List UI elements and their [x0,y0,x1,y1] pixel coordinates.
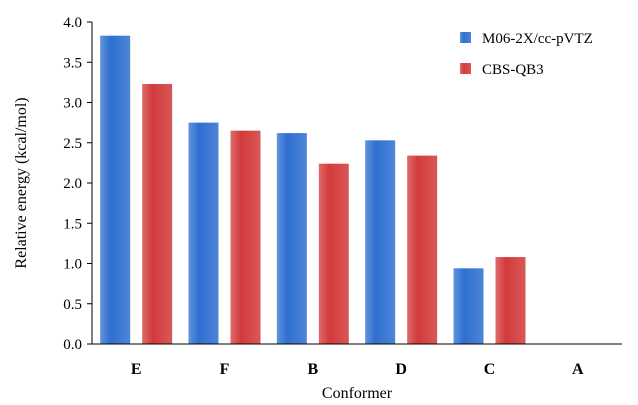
x-tick-label-e: E [131,361,142,378]
bar-cbs-qb3-f [230,130,261,344]
bar-cbs-qb3-c [495,257,526,344]
bar-cbs-qb3-e [142,83,173,345]
y-tick-label: 1.0 [63,257,82,273]
y-axis-ticks: 0.0 0.5 1.0 1.5 2.0 2.5 3.0 3.5 4.0 [63,15,92,353]
x-tick-label-c: C [484,361,496,378]
y-tick-label: 4.0 [63,15,82,31]
bar-cbs-qb3-d [407,155,438,344]
y-tick-label: 3.5 [63,55,82,71]
legend-label-m06-2x: M06-2X/cc-pVTZ [482,31,593,47]
legend: M06-2X/cc-pVTZ CBS-QB3 [460,31,593,78]
y-tick-label: 1.5 [63,216,82,232]
legend-swatch-cbs-qb3 [460,63,471,74]
y-tick-label: 0.5 [63,297,82,313]
y-axis-title: Relative energy (kcal/mol) [13,97,30,268]
legend-swatch-m06-2x [460,32,471,43]
legend-label-cbs-qb3: CBS-QB3 [482,62,544,78]
bar-m06-2x-cc-pvtz-d [365,140,396,344]
bar-m06-2x-cc-pvtz-c [453,268,484,344]
bar-cbs-qb3-b [318,163,349,344]
bars [100,35,526,345]
bar-m06-2x-cc-pvtz-e [100,35,131,345]
bar-m06-2x-cc-pvtz-f [188,122,219,344]
x-tick-label-a: A [572,361,584,378]
x-axis-title: Conformer [322,385,393,402]
x-tick-label-d: D [395,361,407,378]
bar-m06-2x-cc-pvtz-b [276,133,307,344]
x-tick-label-b: B [307,361,318,378]
y-tick-label: 2.5 [63,136,82,152]
y-tick-label: 2.0 [63,176,82,192]
y-tick-label: 3.0 [63,96,82,112]
x-tick-label-f: F [220,361,230,378]
y-tick-label: 0.0 [63,337,82,353]
